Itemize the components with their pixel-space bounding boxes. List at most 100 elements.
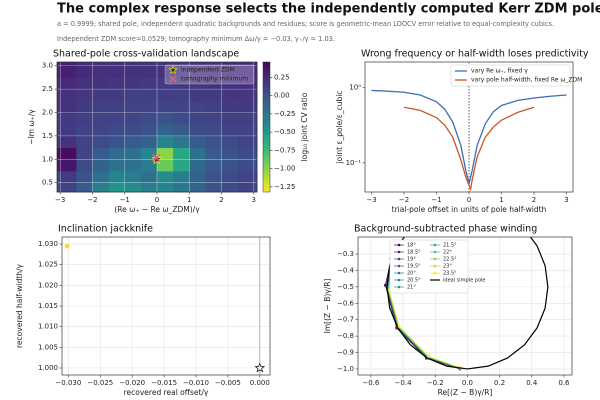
legend-label: independent ZDM bbox=[181, 67, 235, 74]
heatmap-cell bbox=[157, 147, 174, 160]
heatmap-cell bbox=[76, 159, 93, 172]
heatmap-cell bbox=[173, 124, 190, 137]
heatmap-cell bbox=[140, 147, 158, 160]
x-tick-label: 1 bbox=[499, 196, 503, 204]
heatmap-cell bbox=[76, 62, 93, 78]
heatmap-cell bbox=[57, 147, 77, 160]
colorbar-tick-label: −1.25 bbox=[274, 183, 295, 191]
heatmap-cell bbox=[92, 62, 110, 78]
panel-title: Background-subtracted phase winding bbox=[354, 224, 537, 235]
heatmap-cell bbox=[157, 159, 174, 172]
legend-swatch-marker bbox=[397, 264, 401, 268]
heatmap-cell bbox=[221, 124, 239, 137]
heatmap-cell bbox=[173, 147, 190, 160]
subtitle: Independent ZDM score=0.0529; tomography… bbox=[57, 35, 335, 43]
legend-box bbox=[450, 64, 571, 87]
heatmap-cell bbox=[157, 89, 174, 102]
x-tick-label: 2 bbox=[219, 196, 223, 204]
heatmap-cell bbox=[92, 77, 110, 90]
heatmap-cell bbox=[124, 62, 142, 78]
heatmap-cell bbox=[76, 100, 93, 113]
colorbar-tick-label: −1.00 bbox=[274, 165, 295, 173]
legend-marker bbox=[168, 65, 178, 75]
panel-title: Inclination jackknife bbox=[58, 224, 153, 235]
x-tick-label: 0 bbox=[155, 196, 159, 204]
x-axis-label: (Re ω₊ − Re ω_ZDM)/γ bbox=[114, 205, 200, 214]
subtitle: a = 0.9999; shared pole, independent qua… bbox=[57, 20, 554, 28]
x-tick-label: 0.000 bbox=[250, 379, 270, 387]
heatmap-cell bbox=[157, 135, 174, 148]
heatmap-cell bbox=[140, 124, 158, 137]
legend-label: 19.5° bbox=[407, 264, 421, 270]
heatmap-cell bbox=[108, 100, 126, 113]
heatmap-cell bbox=[124, 124, 142, 137]
x-tick-label: −0.005 bbox=[215, 379, 241, 387]
x-tick-label: 3 bbox=[564, 196, 568, 204]
y-tick-label: 1.010 bbox=[38, 323, 58, 331]
legend-label: tomography minimum bbox=[181, 76, 248, 83]
series-line bbox=[403, 106, 535, 192]
legend-label: vary pole half-width, fixed Re ω_ZDM bbox=[471, 77, 582, 84]
heatmap-cell bbox=[205, 112, 222, 125]
heatmap-cell bbox=[92, 135, 110, 148]
x-tick-label: −2 bbox=[399, 196, 409, 204]
x-axis-label: trial-pole offset in units of pole half-… bbox=[392, 205, 547, 214]
colorbar-tick-label: −0.25 bbox=[274, 110, 295, 118]
heatmap-cell bbox=[124, 100, 142, 113]
heatmap-cell bbox=[140, 112, 158, 125]
y-tick-label: 1.000 bbox=[38, 364, 58, 372]
panel-title: Wrong frequency or half-width loses pred… bbox=[361, 49, 589, 60]
x-tick-label: −3 bbox=[55, 196, 65, 204]
legend-label: 22.5° bbox=[443, 257, 457, 263]
heatmap-cell bbox=[237, 89, 258, 102]
point bbox=[427, 355, 431, 358]
x-tick-label: −3 bbox=[366, 196, 376, 204]
legend-swatch-marker bbox=[397, 271, 401, 275]
plot-frame bbox=[357, 236, 573, 376]
heatmap-cell bbox=[140, 77, 158, 90]
x-axis-label: recovered real offset/γ bbox=[124, 388, 209, 397]
heatmap-cell bbox=[205, 182, 222, 193]
legend-label: 23° bbox=[443, 264, 452, 270]
y-tick-label: 1.015 bbox=[38, 302, 58, 310]
y-tick-label: 1.020 bbox=[38, 281, 58, 289]
legend-label: 18° bbox=[407, 243, 416, 249]
heatmap-cell bbox=[221, 135, 239, 148]
heatmap-cell bbox=[221, 170, 239, 184]
heatmap-cell bbox=[57, 182, 77, 193]
heatmap-cell bbox=[124, 182, 142, 193]
heatmap-cell bbox=[108, 170, 126, 184]
heatmap-cell bbox=[157, 124, 174, 137]
y-tick-label: 1.005 bbox=[38, 343, 58, 351]
y-tick-label: 0.5 bbox=[42, 179, 53, 187]
y-tick-label: −0.9 bbox=[337, 349, 354, 357]
x-tick-label: −1 bbox=[120, 196, 130, 204]
heatmap-cell bbox=[221, 112, 239, 125]
y-tick-label: −1.0 bbox=[337, 365, 354, 373]
heatmap-cell bbox=[124, 170, 142, 184]
legend-box bbox=[389, 239, 469, 294]
y-tick-label: −0.5 bbox=[337, 283, 354, 291]
heatmap-cell bbox=[237, 100, 258, 113]
heatmap-cell bbox=[237, 112, 258, 125]
x-tick-label: 0 bbox=[467, 196, 471, 204]
heatmap-cell bbox=[92, 159, 110, 172]
heatmap-cell bbox=[57, 112, 77, 125]
legend-label: 19° bbox=[407, 257, 416, 263]
legend-swatch-marker bbox=[397, 250, 401, 254]
heatmap-cell bbox=[221, 182, 239, 193]
heatmap-cell bbox=[221, 100, 239, 113]
heatmap-cell bbox=[92, 89, 110, 102]
heatmap-cell bbox=[189, 135, 206, 148]
heatmap-cell bbox=[237, 182, 258, 193]
y-tick-label: −0.8 bbox=[337, 332, 354, 340]
legend-label: 23.5° bbox=[443, 271, 457, 277]
y-tick-label: 2.5 bbox=[42, 85, 53, 93]
heatmap-cell bbox=[173, 112, 190, 125]
x-tick-label: −0.030 bbox=[55, 379, 81, 387]
heatmap-cell bbox=[205, 135, 222, 148]
legend-label: 20° bbox=[407, 271, 416, 277]
heatmap-cell bbox=[140, 170, 158, 184]
legend-swatch-marker bbox=[433, 250, 437, 254]
